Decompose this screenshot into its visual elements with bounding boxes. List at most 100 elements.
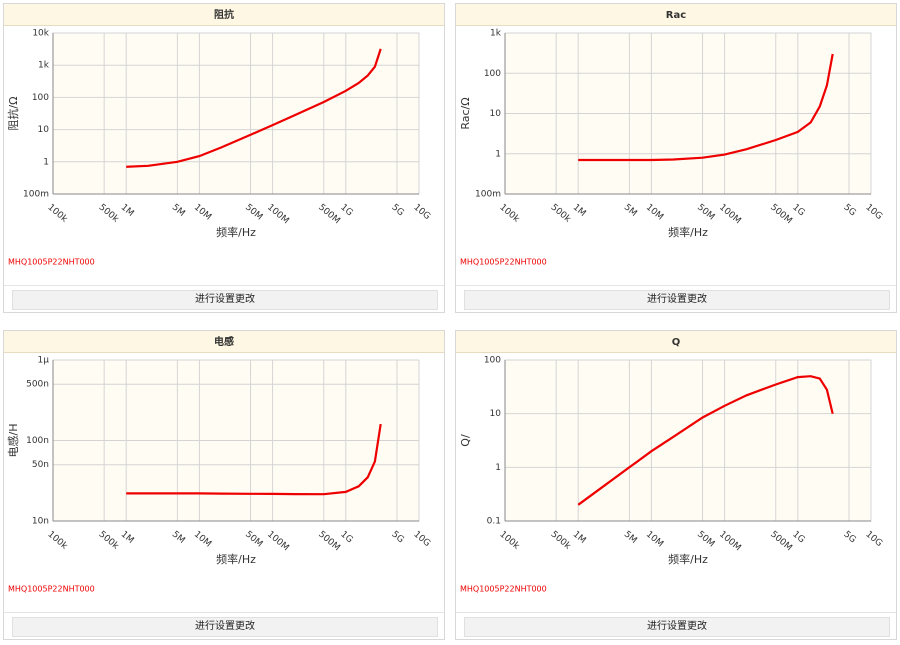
y-tick-label: 1 [495,149,501,159]
x-tick-label: 500M [316,203,342,227]
chart-title: Rac [666,10,686,21]
x-tick-label: 50M [243,203,264,223]
x-axis-label: 频率/Hz [216,552,256,566]
x-axis-label: 频率/Hz [668,225,708,239]
data-line [126,48,382,168]
chart-title: Q [672,337,681,348]
y-tick-label: 10k [32,29,49,39]
y-axis-label: Q/ [459,434,472,447]
y-tick-label: 10 [490,409,502,419]
chart-panel: Rac 1k 100 10 1 100m 100k 500k 1M 5M 10M 50M 100M 500… [455,3,897,313]
x-tick-label: 10G [411,203,432,223]
y-axis-label: 电感/H [7,424,20,458]
data-line [578,53,834,162]
x-tick-label: 100k [497,203,521,226]
y-axis-label: 阻抗/Ω [6,96,20,130]
x-tick-label: 1G [790,203,806,219]
y-tick-label: 1 [43,157,49,167]
x-tick-label: 5M [622,203,639,219]
y-tick-label: 50n [32,460,49,470]
x-tick-label: 500k [549,530,573,553]
x-tick-label: 1G [338,530,354,546]
x-tick-label: 10G [863,203,884,223]
x-tick-label: 100M [717,530,743,554]
y-tick-label: 100m [23,190,49,200]
x-tick-label: 10M [192,530,213,550]
legend-label: MHQ1005P22NHT000 [8,258,95,267]
x-tick-label: 5M [170,203,187,219]
x-tick-label: 100k [497,530,521,553]
y-tick-label: 1 [495,463,501,473]
chart-title: 电感 [214,335,234,348]
chart-panel: 电感 1μ 500n 100n 50n 10n 100k 500k 1M 5M 10M 50M 100M… [3,330,445,640]
settings-button[interactable]: 进行设置更改 [464,617,890,637]
x-tick-label: 1M [119,203,136,219]
x-tick-label: 10G [863,530,884,550]
y-tick-label: 100 [484,356,501,366]
x-tick-label: 1G [790,530,806,546]
y-tick-label: 1k [38,61,50,71]
header [4,331,444,352]
y-tick-label: 100m [475,190,501,200]
legend-label: MHQ1005P22NHT000 [460,585,547,594]
x-tick-label: 1M [119,530,136,546]
chart-title: 阻抗 [214,8,234,21]
y-tick-label: 10 [490,109,502,119]
x-tick-label: 100k [45,203,69,226]
x-tick-label: 500M [316,530,342,554]
x-tick-label: 500k [97,203,121,226]
chart-panel: Q 100 10 1 0.1 100k 500k 1M 5M 10M 50M 100M 500M 1G 5G… [455,330,897,640]
plot-area [52,32,420,195]
x-tick-label: 10M [192,203,213,223]
y-tick-label: 0.1 [487,517,501,527]
legend-label: MHQ1005P22NHT000 [460,258,547,267]
chart-panel: 阻抗 10k 1k 100 10 1 100m 100k 500k 1M 5M 10M 50M 100M 5… [3,3,445,313]
x-tick-label: 500k [97,530,121,553]
header [456,4,896,25]
header [456,331,896,352]
x-tick-label: 100M [717,203,743,227]
plot-area [504,359,872,522]
x-tick-label: 50M [695,530,716,550]
x-tick-label: 1M [571,203,588,219]
x-tick-label: 100M [265,203,291,227]
settings-button[interactable]: 进行设置更改 [12,617,438,637]
settings-button[interactable]: 进行设置更改 [12,290,438,310]
x-tick-label: 50M [695,203,716,223]
x-tick-label: 10M [644,530,665,550]
x-tick-label: 100k [45,530,69,553]
x-tick-label: 5G [389,530,405,546]
x-axis-label: 频率/Hz [216,225,256,239]
settings-button[interactable]: 进行设置更改 [464,290,890,310]
y-tick-label: 500n [26,380,49,390]
header [4,4,444,25]
x-tick-label: 500M [768,530,794,554]
x-tick-label: 100M [265,530,291,554]
x-tick-label: 500k [549,203,573,226]
x-tick-label: 50M [243,530,264,550]
x-axis-label: 频率/Hz [668,552,708,566]
y-tick-label: 100 [32,93,49,103]
x-tick-label: 5G [389,203,405,219]
x-tick-label: 10M [644,203,665,223]
x-tick-label: 5G [841,530,857,546]
y-tick-label: 1k [490,29,502,39]
x-tick-label: 500M [768,203,794,227]
x-tick-label: 5M [622,530,639,546]
y-tick-label: 10 [38,125,50,135]
x-tick-label: 5G [841,203,857,219]
data-line [577,375,834,506]
y-tick-label: 10n [32,517,49,527]
data-line [126,423,382,496]
x-tick-label: 10G [411,530,432,550]
y-tick-label: 100 [484,69,501,79]
x-tick-label: 1G [338,203,354,219]
x-tick-label: 1M [571,530,588,546]
y-tick-label: 1μ [38,356,50,366]
legend-label: MHQ1005P22NHT000 [8,585,95,594]
y-axis-label: Rac/Ω [459,97,472,129]
